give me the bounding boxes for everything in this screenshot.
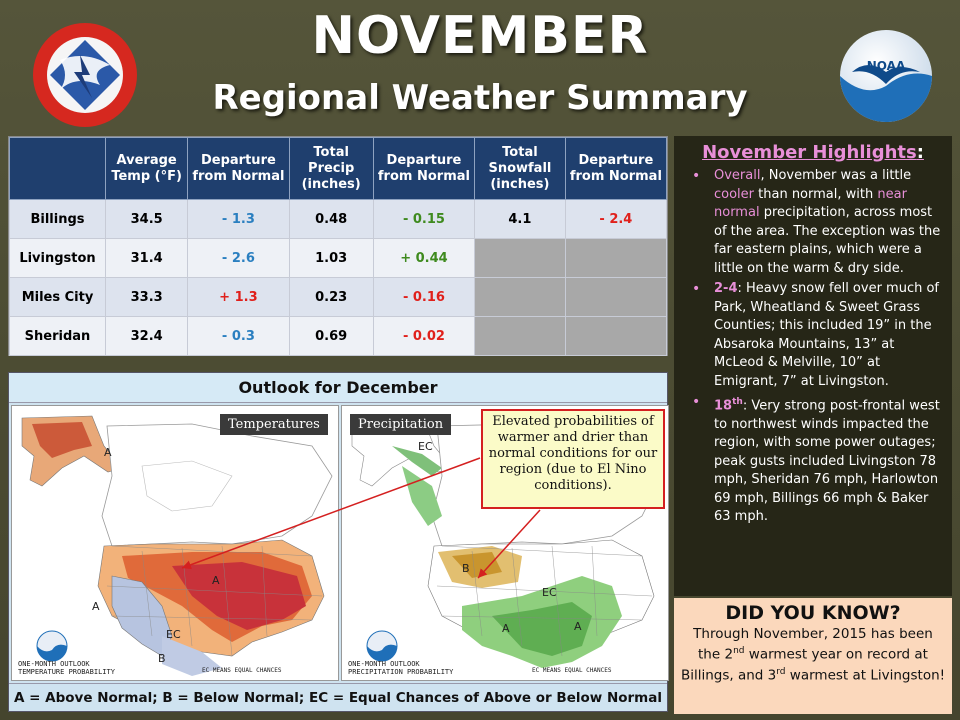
svg-text:A: A <box>502 622 510 635</box>
table-header-avg-temp: Average Temp (°F) <box>104 137 189 200</box>
highlights-title: November Highlights: <box>702 142 924 163</box>
did-you-know-panel: DID YOU KNOW? Through November, 2015 has… <box>674 598 952 714</box>
nws-logo <box>33 23 137 127</box>
avg-temp: 31.4 <box>104 238 189 278</box>
total-precip: 1.03 <box>288 238 374 278</box>
table-row: Miles City 33.3 + 1.3 0.23 - 0.16 <box>9 277 668 317</box>
station-name: Livingston <box>9 238 106 278</box>
temp-departure: + 1.3 <box>187 277 290 317</box>
snow-departure: - 2.4 <box>564 199 668 239</box>
total-precip: 0.48 <box>288 199 374 239</box>
outlook-title: Outlook for December <box>9 373 667 403</box>
table-header-precip-departure: Departure from Normal <box>372 137 476 200</box>
did-you-know-text: Through November, 2015 has been the 2nd … <box>680 626 946 683</box>
total-snowfall <box>474 277 566 317</box>
avg-temp: 32.4 <box>104 316 189 356</box>
page-title: NOVEMBER <box>311 6 649 66</box>
temperature-map-graphic: A A A EC B <box>12 406 338 680</box>
precipitation-tag: Precipitation <box>350 414 452 435</box>
table-row: Billings 34.5 - 1.3 0.48 - 0.15 4.1 - 2.… <box>9 199 668 239</box>
december-outlook-panel: Outlook for December A A A EC B <box>8 372 669 712</box>
svg-text:A: A <box>92 600 100 613</box>
precipitation-ec-note: EC MEANS EQUAL CHANCES <box>532 667 612 674</box>
svg-text:A: A <box>212 574 220 587</box>
table-row: Livingston 31.4 - 2.6 1.03 + 0.44 <box>9 238 668 278</box>
temperatures-tag: Temperatures <box>220 414 328 435</box>
highlights-panel: November Highlights: Overall, November w… <box>674 136 952 596</box>
station-name: Miles City <box>9 277 106 317</box>
page-subtitle: Regional Weather Summary <box>212 78 748 118</box>
snow-departure <box>564 238 668 278</box>
station-name: Billings <box>9 199 106 239</box>
snow-departure <box>564 277 668 317</box>
table-header-total-snowfall: Total Snowfall (inches) <box>474 137 566 200</box>
avg-temp: 33.3 <box>104 277 189 317</box>
station-name: Sheridan <box>9 316 106 356</box>
svg-text:A: A <box>104 446 112 459</box>
avg-temp: 34.5 <box>104 199 189 239</box>
svg-text:B: B <box>158 652 166 665</box>
table-row: Sheridan 32.4 - 0.3 0.69 - 0.02 <box>9 316 668 356</box>
snow-departure <box>564 316 668 356</box>
table-header-temp-departure: Departure from Normal <box>187 137 290 200</box>
temp-departure: - 2.6 <box>187 238 290 278</box>
highlight-item: 2-4: Heavy snow fell over much of Park, … <box>682 280 944 391</box>
temp-departure: - 1.3 <box>187 199 290 239</box>
precip-departure: - 0.15 <box>372 199 476 239</box>
total-precip: 0.23 <box>288 277 374 317</box>
svg-text:A: A <box>574 620 582 633</box>
total-snowfall: 4.1 <box>474 199 566 239</box>
temp-departure: - 0.3 <box>187 316 290 356</box>
outlook-legend: A = Above Normal; B = Below Normal; EC =… <box>9 683 667 711</box>
total-snowfall <box>474 238 566 278</box>
svg-text:EC: EC <box>542 586 557 599</box>
svg-text:EC: EC <box>418 440 433 453</box>
total-precip: 0.69 <box>288 316 374 356</box>
outlook-callout: Elevated probabilities of warmer and dri… <box>481 409 665 509</box>
svg-text:EC: EC <box>166 628 181 641</box>
table-header-snow-departure: Departure from Normal <box>564 137 668 200</box>
did-you-know-title: DID YOU KNOW? <box>725 602 901 624</box>
svg-text:NOAA: NOAA <box>867 59 906 73</box>
temperature-ec-note: EC MEANS EQUAL CHANCES <box>202 667 282 674</box>
precip-departure: - 0.16 <box>372 277 476 317</box>
highlight-item: 18th: Very strong post-frontal west to n… <box>682 393 944 527</box>
temperature-outlook-map: A A A EC B Temperatures ONE-MONTH OUTLOO… <box>11 405 339 681</box>
precip-departure: - 0.02 <box>372 316 476 356</box>
precipitation-map-caption: ONE-MONTH OUTLOOK PRECIPITATION PROBABIL… <box>348 660 454 676</box>
table-header-total-precip: Total Precip (inches) <box>288 137 374 200</box>
temperature-map-caption: ONE-MONTH OUTLOOK TEMPERATURE PROBABILIT… <box>18 660 115 676</box>
highlight-item: Overall, November was a little cooler th… <box>682 167 944 278</box>
total-snowfall <box>474 316 566 356</box>
noaa-logo: NOAA <box>840 30 932 122</box>
precip-departure: + 0.44 <box>372 238 476 278</box>
svg-text:B: B <box>462 562 470 575</box>
table-header-station <box>9 137 106 200</box>
monthly-summary-table: Average Temp (°F) Departure from Normal … <box>8 136 668 356</box>
